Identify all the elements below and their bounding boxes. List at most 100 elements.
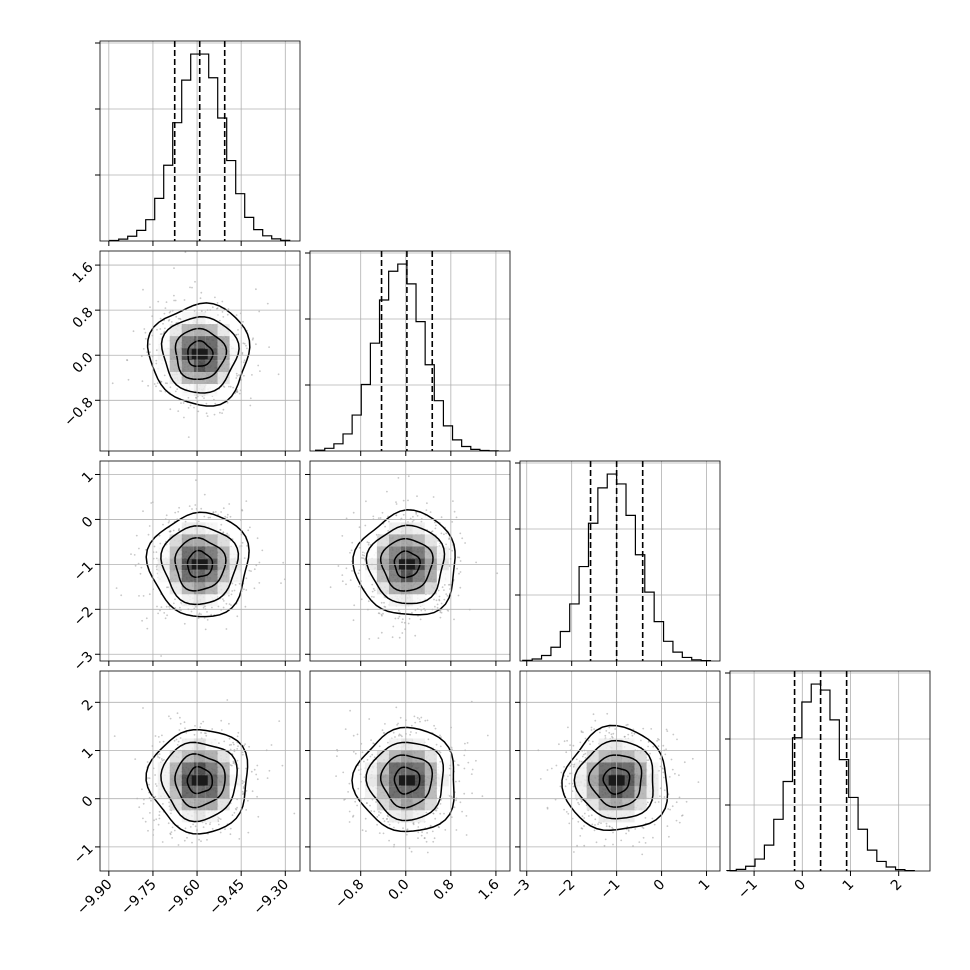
scatter-point bbox=[425, 509, 428, 511]
density-cell bbox=[400, 546, 413, 559]
scatter-point bbox=[169, 408, 172, 411]
scatter-point bbox=[576, 844, 578, 847]
scatter-point bbox=[583, 812, 586, 815]
scatter-point bbox=[371, 595, 373, 598]
scatter-point bbox=[165, 301, 168, 303]
scatter-point bbox=[670, 758, 673, 761]
scatter-point bbox=[236, 615, 239, 618]
scatter-point bbox=[195, 396, 197, 399]
contour-line bbox=[187, 339, 214, 367]
scatter-point bbox=[377, 637, 380, 639]
scatter-point bbox=[415, 513, 418, 515]
scatter-point bbox=[371, 753, 374, 756]
y-tick-label: 1 bbox=[79, 469, 97, 487]
scatter-point bbox=[159, 542, 162, 545]
density-cell bbox=[376, 534, 389, 547]
scatter-point bbox=[177, 410, 180, 412]
scatter-point bbox=[436, 603, 439, 606]
scatter-point bbox=[453, 760, 456, 763]
scatter-point bbox=[578, 803, 580, 806]
scatter-point bbox=[282, 561, 285, 564]
y-tick-label: −1 bbox=[71, 841, 97, 867]
scatter-point bbox=[441, 586, 444, 589]
scatter-point bbox=[407, 499, 409, 502]
scatter-point bbox=[356, 804, 358, 807]
scatter-point bbox=[413, 715, 416, 718]
scatter-point bbox=[451, 521, 454, 523]
scatter-point bbox=[169, 832, 172, 835]
scatter-point bbox=[567, 775, 569, 778]
scatter-point bbox=[610, 733, 613, 736]
scatter-point bbox=[356, 733, 359, 736]
scatter-point bbox=[155, 349, 158, 352]
scatter-point bbox=[238, 582, 241, 585]
scatter-point bbox=[550, 767, 553, 770]
density-cell bbox=[205, 762, 218, 775]
scatter-point bbox=[205, 822, 207, 825]
scatter-point bbox=[672, 733, 675, 736]
scatter-point bbox=[148, 343, 151, 346]
x-tick-label: −9.45 bbox=[206, 877, 248, 919]
scatter-point bbox=[372, 515, 375, 518]
x-tick-label: 0 bbox=[651, 877, 669, 895]
scatter-point bbox=[168, 311, 171, 314]
scatter-point bbox=[625, 724, 628, 726]
scatter-point bbox=[383, 596, 386, 598]
scatter-point bbox=[165, 605, 168, 608]
scatter-point bbox=[354, 800, 357, 803]
scatter-point bbox=[667, 808, 670, 810]
scatter-point bbox=[364, 817, 367, 820]
scatter-point bbox=[132, 330, 135, 333]
x-tick-label: −9.75 bbox=[118, 877, 160, 919]
scatter-point bbox=[228, 603, 231, 605]
scatter-point bbox=[257, 815, 260, 818]
density-cell bbox=[400, 594, 413, 607]
scatter-point bbox=[133, 554, 136, 556]
scatter-point bbox=[421, 831, 423, 834]
scatter-point bbox=[417, 837, 419, 839]
scatter-point bbox=[464, 542, 466, 544]
scatter-point bbox=[231, 582, 234, 585]
scatter-point bbox=[175, 315, 178, 318]
scatter-point bbox=[663, 796, 666, 798]
scatter-point bbox=[414, 609, 417, 612]
scatter-point bbox=[229, 385, 232, 388]
scatter-point bbox=[668, 776, 671, 778]
scatter-point bbox=[155, 818, 158, 821]
scatter-point bbox=[166, 614, 169, 617]
y-tick-label: 1 bbox=[79, 745, 97, 763]
density-cell bbox=[412, 786, 425, 799]
scatter-point bbox=[156, 382, 159, 384]
scatter-point bbox=[589, 743, 591, 746]
scatter-point bbox=[160, 333, 163, 335]
scatter-point bbox=[465, 834, 468, 836]
scatter-point bbox=[253, 568, 256, 571]
scatter-point bbox=[440, 602, 443, 605]
scatter-point bbox=[395, 706, 398, 709]
density-cell bbox=[217, 360, 230, 373]
scatter-point bbox=[431, 830, 434, 833]
scatter-point bbox=[386, 490, 388, 493]
scatter-point bbox=[141, 619, 144, 622]
scatter-point bbox=[235, 334, 238, 336]
density-cell bbox=[400, 798, 413, 811]
density-cell bbox=[169, 534, 182, 547]
scatter-point bbox=[199, 726, 202, 729]
scatter-point bbox=[243, 588, 245, 591]
scatter-point bbox=[147, 533, 150, 536]
scatter-point bbox=[352, 815, 354, 818]
scatter-point bbox=[642, 836, 645, 839]
scatter-point bbox=[568, 782, 571, 785]
scatter-point bbox=[386, 814, 389, 817]
scatter-point bbox=[206, 839, 208, 841]
density-cell bbox=[400, 582, 413, 595]
scatter-point bbox=[266, 302, 269, 305]
scatter-point bbox=[623, 735, 626, 738]
scatter-point bbox=[141, 788, 143, 791]
scatter-point bbox=[420, 520, 423, 523]
density-cell bbox=[205, 324, 218, 337]
scatter-point bbox=[164, 617, 167, 620]
scatter-point bbox=[245, 344, 247, 347]
scatter-point bbox=[606, 712, 609, 715]
scatter-point bbox=[445, 532, 448, 535]
